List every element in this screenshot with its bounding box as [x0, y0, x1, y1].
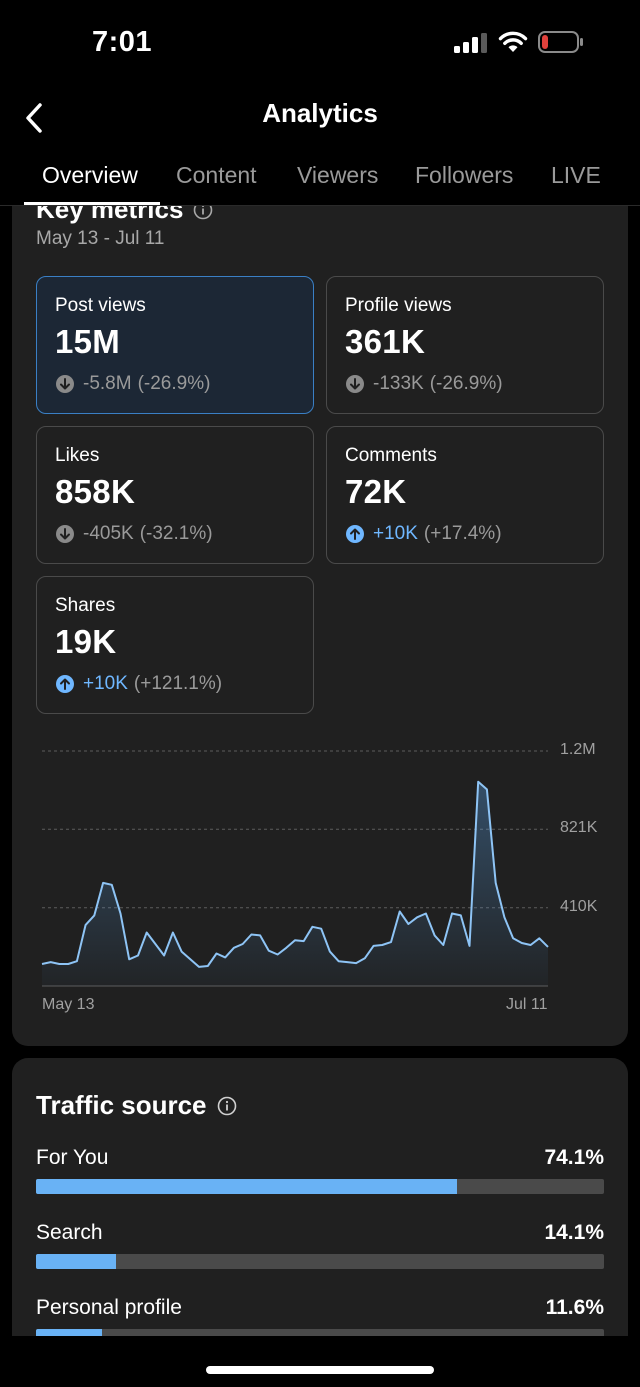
arrow-up-circle-icon [346, 525, 364, 543]
page-title: Analytics [262, 98, 378, 128]
metric-change-value: +10K [373, 523, 418, 544]
metric-change: +10K (+17.4%) [345, 523, 585, 545]
tab-followers[interactable]: Followers [415, 162, 514, 188]
metric-value: 15M [55, 323, 121, 360]
metric-likes[interactable]: Likes 858K -405K (-32.1%) [36, 426, 314, 564]
traffic-source-title: Traffic source [36, 1090, 237, 1121]
metric-change-pct: (-26.9%) [137, 373, 211, 394]
chevron-left-icon [26, 103, 42, 133]
cellular-signal-icon [454, 33, 487, 53]
traffic-bar-track [36, 1179, 604, 1194]
metric-value: 72K [345, 473, 407, 510]
header: Analytics [0, 90, 640, 146]
metric-change-value: +10K [83, 673, 128, 694]
wifi-icon [498, 31, 528, 52]
metric-profile-views[interactable]: Profile views 361K -133K (-26.9%) [326, 276, 604, 414]
arrow-down-circle-icon [56, 375, 74, 393]
metric-label: Likes [55, 445, 100, 466]
traffic-bar-fill [36, 1179, 457, 1194]
key-metrics-card: Key metrics May 13 - Jul 11 Post views 1… [12, 206, 628, 1046]
traffic-label: For You [36, 1146, 109, 1169]
key-metrics-heading: Key metrics [36, 206, 184, 224]
metric-change-pct: (+17.4%) [423, 523, 502, 544]
metric-value: 361K [345, 323, 426, 360]
x-tick-label: Jul 11 [506, 996, 548, 1013]
chart-area-fill [42, 781, 548, 986]
metric-label: Profile views [345, 295, 452, 316]
traffic-label: Personal profile [36, 1296, 182, 1319]
traffic-source-heading: Traffic source [36, 1090, 207, 1120]
y-tick-label: 821K [560, 819, 598, 837]
metric-change: -133K (-26.9%) [345, 373, 585, 395]
tab-viewers[interactable]: Viewers [297, 162, 379, 188]
traffic-source-card: Traffic source For You 74.1% Search 14.1… [12, 1058, 628, 1387]
metric-change-value: -5.8M [83, 373, 132, 394]
metric-label: Post views [55, 295, 146, 316]
metric-comments[interactable]: Comments 72K +10K (+17.4%) [326, 426, 604, 564]
bottom-safe-area [0, 1336, 640, 1387]
traffic-label: Search [36, 1221, 103, 1244]
tab-bar: Overview Content Viewers Followers LIVE [0, 152, 640, 206]
traffic-percentage: 11.6% [545, 1296, 604, 1319]
metric-value: 19K [55, 623, 117, 660]
metric-label: Shares [55, 595, 116, 616]
info-icon[interactable] [193, 206, 213, 220]
y-tick-label: 410K [560, 897, 598, 915]
chart-canvas [41, 750, 549, 987]
key-metrics-title: Key metrics [36, 206, 213, 225]
date-range[interactable]: May 13 - Jul 11 [36, 228, 165, 249]
metric-change: -5.8M (-26.9%) [55, 373, 295, 395]
traffic-percentage: 74.1% [544, 1146, 604, 1169]
metric-change-pct: (+121.1%) [133, 673, 223, 694]
metric-change: +10K (+121.1%) [55, 673, 295, 695]
metric-change: -405K (-32.1%) [55, 523, 295, 545]
post-views-chart[interactable]: 1.2M 821K 410K May 13 Jul 11 [12, 736, 628, 1026]
metric-change-pct: (-26.9%) [429, 373, 503, 394]
y-tick-label: 1.2M [560, 741, 596, 758]
traffic-bar-track [36, 1254, 604, 1269]
tab-content[interactable]: Content [176, 162, 257, 188]
traffic-percentage: 14.1% [544, 1221, 604, 1244]
status-bar: 7:01 [0, 0, 640, 90]
metric-value: 858K [55, 473, 136, 510]
status-time: 7:01 [92, 26, 153, 58]
x-tick-label: May 13 [42, 996, 95, 1013]
arrow-down-circle-icon [56, 525, 74, 543]
metric-shares[interactable]: Shares 19K +10K (+121.1%) [36, 576, 314, 714]
traffic-row-for-you: For You 74.1% [36, 1146, 604, 1206]
metric-label: Comments [345, 445, 437, 466]
tab-live[interactable]: LIVE [551, 162, 601, 188]
arrow-up-circle-icon [56, 675, 74, 693]
metric-post-views[interactable]: Post views 15M -5.8M (-26.9%) [36, 276, 314, 414]
traffic-row-search: Search 14.1% [36, 1221, 604, 1281]
active-tab-indicator [24, 202, 160, 205]
home-indicator[interactable] [206, 1366, 434, 1374]
info-icon[interactable] [217, 1096, 237, 1116]
arrow-down-circle-icon [346, 375, 364, 393]
tab-overview[interactable]: Overview [42, 162, 138, 188]
chart-series-line [41, 780, 549, 968]
metric-change-pct: (-32.1%) [139, 523, 213, 544]
battery-icon [538, 31, 583, 53]
back-button[interactable] [18, 98, 50, 138]
traffic-bar-fill [36, 1254, 117, 1269]
metric-change-value: -133K [373, 373, 424, 394]
metric-change-value: -405K [83, 523, 134, 544]
